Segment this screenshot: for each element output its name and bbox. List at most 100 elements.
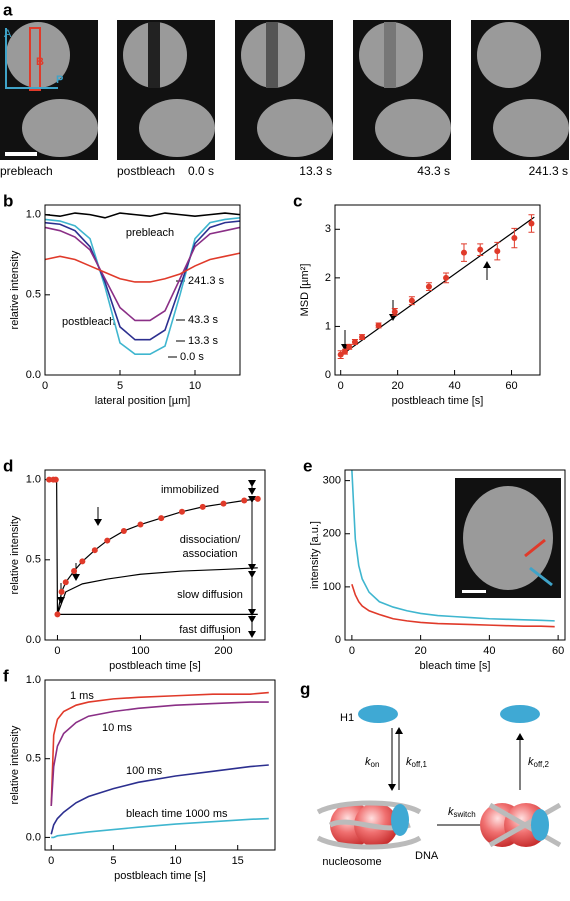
point [199,503,206,510]
annotation: 1 ms [70,690,94,702]
plot-frame [344,469,566,641]
x-axis-label: postbleach time [s] [114,870,206,882]
x-tick-label: 10 [189,380,201,392]
x-tick-label: 0 [349,645,355,657]
panel-label: g [300,679,310,698]
annotation: prebleach [126,227,174,239]
arrows [57,507,102,604]
point [341,348,348,355]
micrographs [0,20,569,160]
panel-label: f [3,666,9,685]
annotation: association [182,548,237,560]
rate: kswitch [448,806,476,819]
rate-symbol: k [448,806,454,818]
leaders [168,280,185,358]
point [54,611,61,618]
point [460,249,467,256]
y-tick-label: 3 [325,223,331,235]
point [79,558,86,565]
y-tick-label: 1.0 [26,674,41,686]
x-tick-label: 20 [392,380,404,392]
inset-arrow [524,538,546,558]
caption: prebleach [0,164,53,178]
nucleus [22,99,98,157]
plot-area [337,214,535,359]
bleach-stripe [148,22,160,88]
point [351,338,358,345]
rate-symbol: k [406,756,412,768]
y-tick-label: 200 [323,528,341,540]
annotation: 0.0 s [180,351,204,363]
caption: 241.3 s [529,164,568,178]
plot-frame [44,469,266,641]
y-tick-label: 0.5 [26,554,41,566]
caption: 43.3 s [417,164,450,178]
panel-label: b [3,191,13,210]
y-tick-label: 300 [323,475,341,487]
series-line [50,764,269,835]
x-tick-label: 15 [232,855,244,867]
panel-label: e [303,456,312,475]
y-tick-label: 1.0 [26,474,41,486]
nucleus [6,22,70,88]
caption: 13.3 s [299,164,332,178]
y-tick-label: 0.5 [26,289,41,301]
point [91,547,98,554]
y-axis-label: MSD [µm²] [299,264,311,317]
y-tick-label: 100 [323,581,341,593]
plot-area [351,470,555,628]
annotation: dissociation/ [180,534,241,546]
x-tick-label: 40 [483,645,495,657]
x-tick-label: 20 [415,645,427,657]
region-label: P [56,74,63,86]
series-line [45,217,240,355]
rate: koff,2 [528,756,549,769]
plot-area [46,476,261,618]
point [120,527,127,534]
y-tick-label: 2 [325,272,331,284]
annotation: 100 ms [126,765,163,777]
point [58,588,65,595]
rate-symbol: k [365,756,371,768]
y-axis-label: relative intensity [9,250,21,329]
point [104,537,111,544]
point [46,476,53,483]
series-line [45,220,240,341]
point [477,246,484,253]
point [425,283,432,290]
annotation: 13.3 s [188,335,218,347]
x-tick-label: 200 [214,645,232,657]
point [337,351,344,358]
nucleus [477,22,541,88]
region-label: B [36,56,44,68]
annotation: bleach time 1000 ms [126,808,228,820]
y-axis-label: relative intensity [9,725,21,804]
nucleosome-right [480,802,562,848]
point [443,274,450,281]
x-tick-label: 0 [42,380,48,392]
nucleus [257,99,333,157]
point [375,322,382,329]
annotation: slow diffusion [177,589,243,601]
annotation: 10 ms [102,722,132,734]
series-line [351,470,555,622]
inset-arrow [529,566,553,587]
nucleosome-left [316,800,422,850]
y-tick-label: 1 [325,320,331,332]
x-tick-label: 0 [54,645,60,657]
point [408,297,415,304]
y-tick-label: 0.0 [26,369,41,381]
h1-bound [531,809,549,841]
nucleus [139,99,215,157]
plot-frame [334,204,541,376]
panel-label: c [293,191,302,210]
rate-sub: off,1 [412,760,428,769]
point [494,248,501,255]
plot-frame [44,679,276,851]
series-line [45,212,240,219]
point [62,579,69,586]
h1 [358,705,398,723]
series-line [50,701,269,806]
x-axis-label: bleach time [s] [420,660,491,672]
